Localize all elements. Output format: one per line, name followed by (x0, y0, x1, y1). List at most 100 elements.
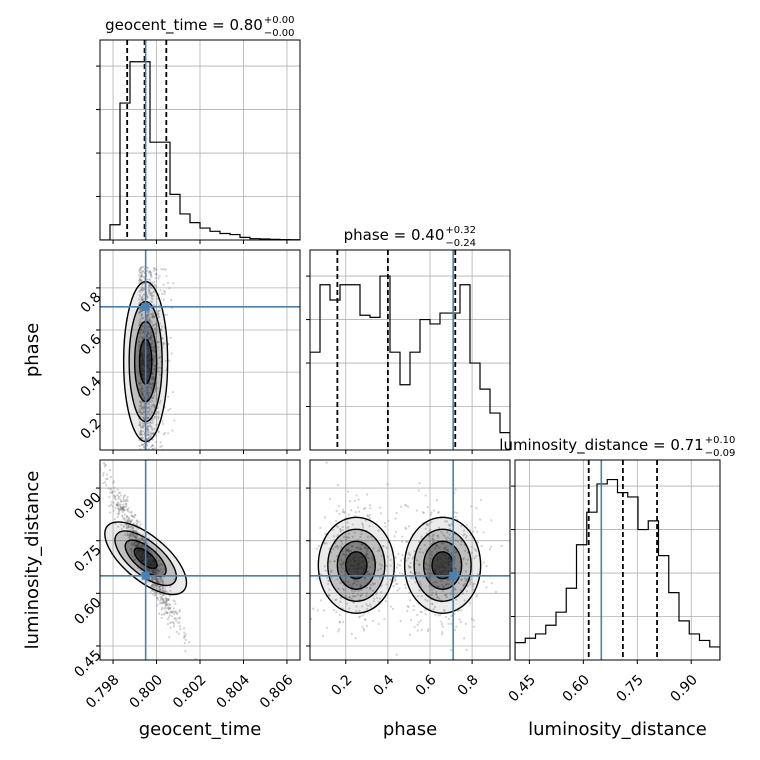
sample-point (163, 601, 166, 604)
sample-point (150, 386, 153, 389)
sample-point (150, 584, 153, 587)
sample-point (151, 444, 154, 447)
sample-point (447, 617, 450, 621)
sample-point (161, 337, 165, 340)
sample-point (395, 511, 398, 515)
sample-point (340, 570, 343, 573)
sample-point (112, 501, 115, 504)
sample-point (169, 626, 172, 629)
sample-point (417, 621, 421, 624)
sample-point (140, 453, 142, 455)
sample-point (151, 569, 154, 573)
sample-point (437, 526, 441, 529)
sample-point (163, 292, 166, 296)
sample-point (126, 498, 129, 501)
sample-point (369, 504, 372, 507)
sample-point (140, 268, 143, 271)
sample-point (407, 566, 411, 569)
sample-point (134, 544, 138, 548)
sample-point (139, 291, 142, 294)
sample-point (372, 600, 375, 603)
sample-point (166, 603, 169, 606)
sample-point (389, 558, 392, 561)
sample-point (126, 533, 130, 536)
sample-point (161, 581, 165, 584)
sample-point (365, 586, 368, 590)
sample-point (151, 585, 155, 588)
sample-point (454, 488, 457, 491)
sample-point (166, 590, 169, 594)
sample-point (453, 511, 456, 514)
sample-point (443, 534, 446, 538)
sample-point (147, 313, 150, 316)
sample-point (143, 293, 146, 296)
sample-point (461, 592, 464, 595)
sample-point (138, 269, 141, 272)
sample-point (154, 572, 157, 576)
sample-point (171, 611, 174, 614)
sample-point (164, 599, 168, 602)
sample-point (118, 511, 121, 514)
sample-point (152, 417, 155, 420)
sample-point (154, 434, 157, 437)
sample-point (150, 571, 154, 574)
sample-point (472, 588, 475, 591)
sample-point (340, 540, 343, 543)
sample-point (361, 523, 365, 527)
sample-point (339, 596, 343, 599)
sample-point (139, 278, 142, 281)
sample-point (339, 529, 342, 532)
sample-point (122, 524, 125, 527)
sample-point (152, 345, 155, 348)
sample-point (416, 595, 420, 598)
sample-point (140, 537, 143, 541)
sample-point (369, 586, 372, 589)
sample-point (128, 535, 131, 539)
sample-point (348, 595, 351, 599)
sample-point (371, 589, 374, 592)
sample-point (382, 545, 385, 548)
sample-point (170, 615, 174, 618)
sample-point (116, 506, 120, 509)
sample-point (109, 491, 112, 494)
sample-point (418, 580, 421, 583)
sample-point (147, 325, 150, 328)
sample-point (139, 310, 142, 313)
sample-point (147, 432, 150, 435)
sample-point (160, 577, 163, 580)
sample-point (161, 598, 164, 601)
sample-point (168, 607, 171, 610)
sample-point (142, 408, 145, 411)
sample-point (433, 548, 437, 551)
sample-point (139, 523, 142, 526)
sample-point (455, 598, 458, 601)
sample-point (129, 520, 133, 523)
sample-point (176, 612, 179, 615)
sample-point (378, 547, 381, 550)
sample-point (357, 498, 360, 501)
sample-point (149, 568, 152, 571)
sample-point (162, 597, 165, 600)
sample-point (406, 505, 410, 508)
sample-point (464, 580, 467, 583)
sample-point (140, 273, 143, 277)
sample-point (449, 537, 452, 540)
sample-point (158, 356, 162, 359)
sample-point (158, 586, 161, 589)
sample-point (347, 513, 350, 516)
sample-point (150, 551, 153, 554)
sample-point (148, 318, 152, 322)
sample-point (139, 430, 142, 433)
sample-point (147, 331, 150, 334)
sample-point (460, 524, 463, 527)
sample-point (136, 545, 139, 548)
sample-point (159, 597, 162, 601)
title-plus: +0.32 (445, 225, 476, 236)
sample-point (129, 533, 133, 536)
sample-point (392, 584, 395, 588)
sample-point (140, 275, 143, 278)
panel-title-geocent_time: geocent_time = 0.80 +0.00−0.00 (105, 15, 294, 39)
sample-point (155, 596, 159, 599)
sample-point (147, 569, 150, 573)
sample-point (330, 569, 333, 572)
